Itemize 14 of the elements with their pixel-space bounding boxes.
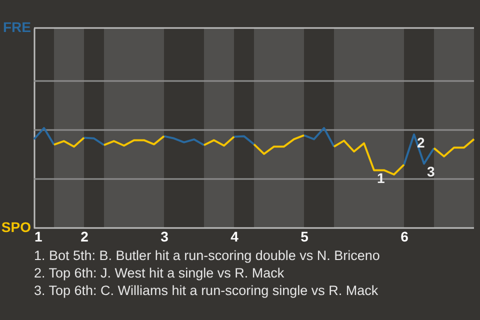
text: SPO xyxy=(1,219,32,235)
x-tick-label: 1 xyxy=(34,228,42,244)
x-tick-label: 5 xyxy=(300,228,309,244)
x-tick-label: 2 xyxy=(80,228,89,244)
annotation: 2 xyxy=(417,134,425,150)
x-tick-label: 3 xyxy=(160,228,169,244)
text: FRE xyxy=(3,19,31,35)
annotation: 3 xyxy=(427,164,435,180)
text: 2. Top 6th: J. West hit a single vs R. Mack xyxy=(34,266,284,280)
text: 3. Top 6th: C. Williams hit a run-scoring single vs R. Mack xyxy=(34,283,378,298)
annotation: 1 xyxy=(377,170,385,186)
x-tick-label: 6 xyxy=(400,228,409,244)
x-tick-label: 4 xyxy=(230,228,239,244)
text: 1. Bot 5th: B. Butler hit a run-scoring double vs N. Briceno xyxy=(34,248,380,263)
